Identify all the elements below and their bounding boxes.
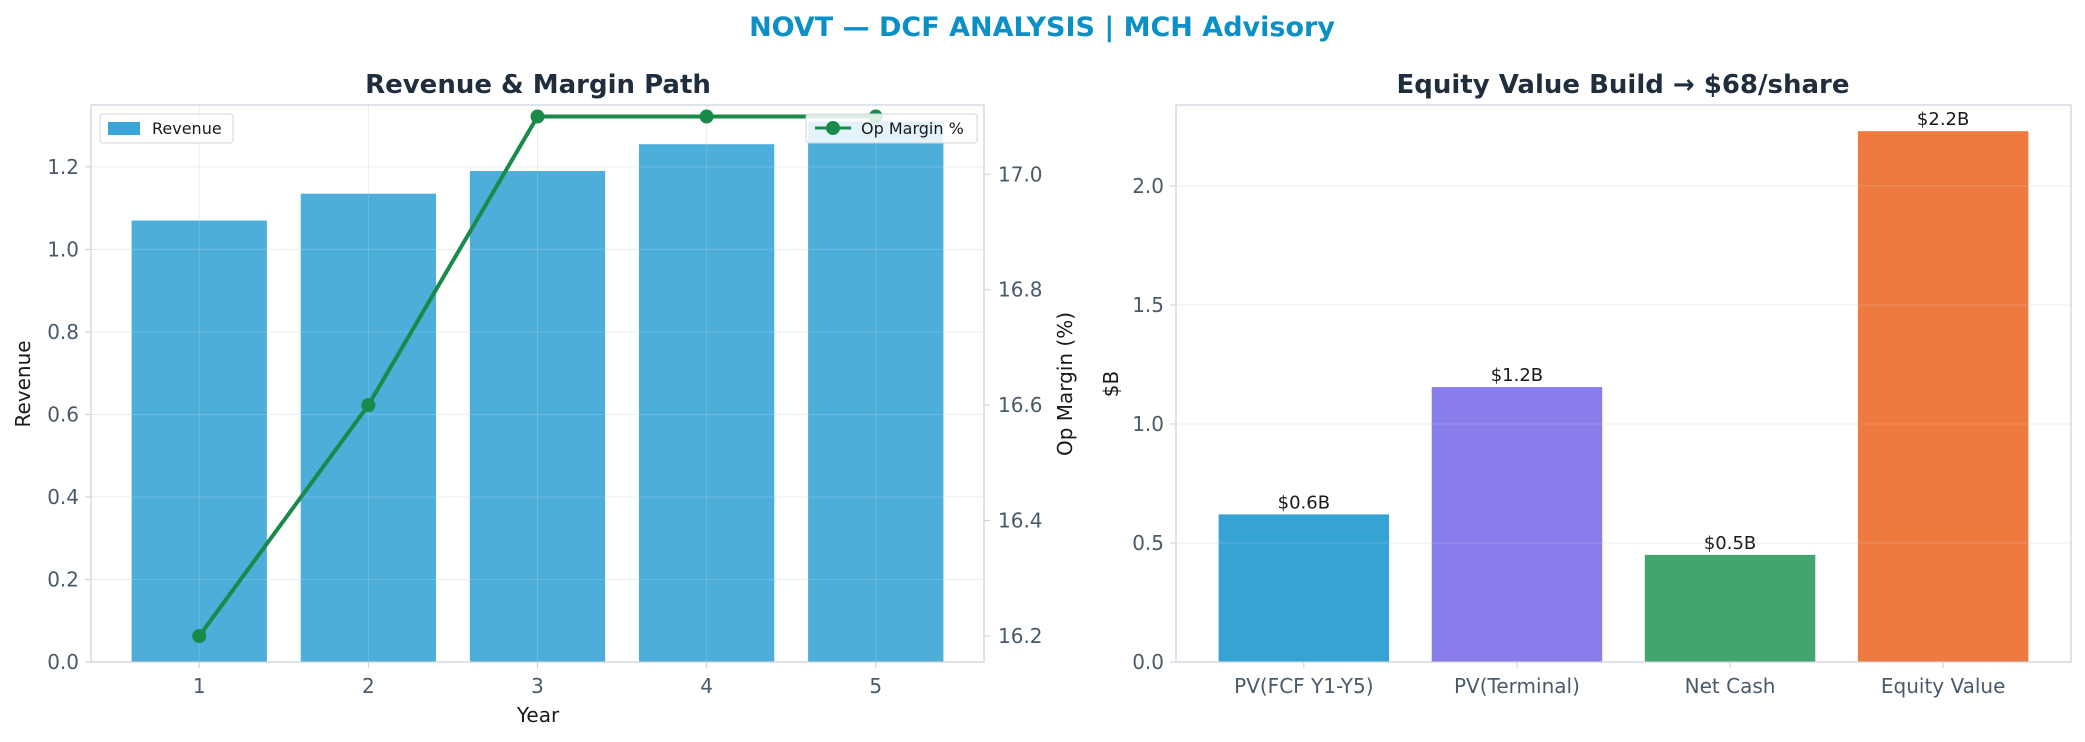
equity-chart-frame — [1175, 104, 2072, 663]
equity-y-axis-label: $B — [1099, 371, 1123, 397]
margin-legend-label: Op Margin % — [861, 119, 964, 138]
revenue-legend: Revenue — [99, 113, 234, 144]
equity-x-tick-label: PV(Terminal) — [1454, 674, 1580, 698]
equity-bar-value-label: $2.2B — [1917, 109, 1969, 130]
revenue-bars — [131, 121, 944, 663]
margin-y-tick-label: 16.2 — [998, 624, 1043, 648]
equity-chart-title: Equity Value Build → $68/share — [1397, 70, 1850, 100]
revenue-bar — [131, 220, 267, 662]
figure-title: NOVT — DCF ANALYSIS | MCH Advisory — [749, 12, 1335, 43]
margin-y-axis-label: Op Margin (%) — [1053, 312, 1077, 456]
revenue-x-axis-label: Year — [516, 703, 560, 727]
op-margin-point — [699, 109, 714, 124]
year-x-tick-label: 1 — [193, 674, 206, 698]
revenue-y-tick-label: 0.0 — [47, 650, 79, 674]
revenue-y-tick-label: 0.2 — [47, 567, 79, 591]
op-margin-line — [91, 105, 984, 663]
revenue-bar — [808, 121, 944, 662]
revenue-y-tick-label: 0.4 — [47, 485, 79, 509]
equity-y-ticks: 0.0 0.5 1.0 1.5 2.0 — [1132, 174, 1176, 674]
equity-y-tick-label: 0.0 — [1132, 650, 1164, 674]
op-margin-point — [530, 109, 545, 124]
revenue-bar — [300, 193, 437, 663]
year-x-tick-label: 4 — [700, 674, 713, 698]
revenue-bar — [469, 171, 606, 662]
revenue-y-tick-label: 0.8 — [47, 320, 79, 344]
revenue-y-axis-label: Revenue — [11, 340, 35, 427]
equity-x-tick-label: PV(FCF Y1-Y5) — [1234, 674, 1373, 698]
equity-y-tick-label: 0.5 — [1132, 531, 1164, 555]
equity-y-tick-label: 2.0 — [1132, 174, 1164, 198]
margin-legend-marker — [826, 121, 840, 135]
equity-build-chart: Equity Value Build → $68/share $0.6B $1.2… — [1099, 70, 2072, 698]
revenue-y-tick-label: 1.2 — [47, 155, 79, 179]
equity-bar-value-label: $1.2B — [1491, 365, 1543, 386]
revenue-y-ticks: 0.0 0.2 0.4 0.6 0.8 1.0 1.2 — [47, 155, 91, 674]
revenue-y-tick-label: 0.6 — [47, 402, 79, 426]
revenue-chart-title: Revenue & Margin Path — [365, 70, 711, 100]
year-x-tick-label: 2 — [362, 674, 375, 698]
op-margin-point — [192, 629, 207, 644]
margin-y-tick-label: 16.6 — [998, 393, 1043, 417]
equity-bar — [1644, 554, 1816, 662]
equity-y-tick-label: 1.0 — [1132, 412, 1164, 436]
equity-bar-value-label: $0.6B — [1278, 492, 1330, 513]
equity-bar — [1431, 387, 1603, 662]
year-x-tick-label: 5 — [869, 674, 882, 698]
equity-value-labels: $0.6B $1.2B $0.5B $2.2B — [1176, 109, 2071, 663]
margin-y-tick-label: 16.4 — [998, 509, 1043, 533]
margin-y-tick-label: 16.8 — [998, 278, 1043, 302]
equity-x-ticks: PV(FCF Y1-Y5) PV(Terminal) Net Cash Equity … — [1234, 662, 2005, 698]
margin-y-ticks: 16.2 16.4 16.6 16.8 17.0 — [984, 162, 1043, 648]
equity-x-tick-label: Net Cash — [1685, 674, 1776, 698]
equity-bars — [1218, 131, 2029, 662]
revenue-legend-label: Revenue — [152, 119, 222, 138]
equity-bar — [1857, 131, 2029, 662]
year-x-ticks: 1 2 3 4 5 — [193, 662, 882, 698]
equity-x-tick-label: Equity Value — [1881, 674, 2006, 698]
op-margin-point — [361, 398, 376, 413]
revenue-legend-swatch — [108, 122, 140, 135]
equity-y-tick-label: 1.5 — [1132, 293, 1164, 317]
margin-legend: Op Margin % — [805, 113, 978, 144]
revenue-bar — [638, 144, 775, 662]
equity-bar — [1218, 514, 1390, 662]
revenue-margin-chart: Revenue & Margin Path 0.0 0.2 0.4 0.6 0.8 1.0… — [11, 70, 1077, 727]
year-x-tick-label: 3 — [531, 674, 544, 698]
margin-y-tick-label: 17.0 — [998, 162, 1043, 186]
equity-bar-value-label: $0.5B — [1704, 533, 1756, 554]
revenue-y-tick-label: 1.0 — [47, 237, 79, 261]
